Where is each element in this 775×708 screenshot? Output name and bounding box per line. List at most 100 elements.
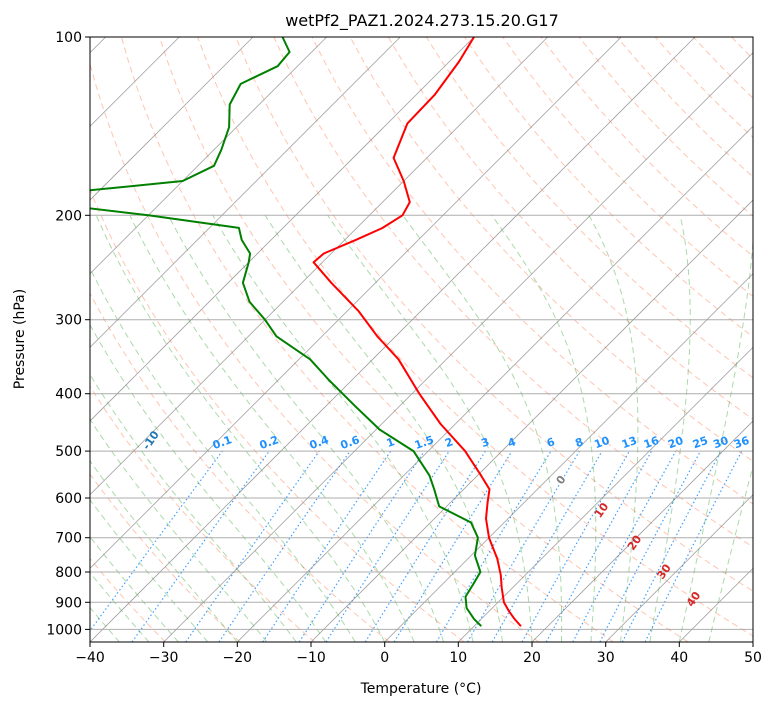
moist-adiabat-line [90,267,356,642]
moist-adiabat-line [588,215,639,642]
dry-adiabat-line [120,37,614,642]
plot-area: -100-90-80-70-60-50-40-30-20-100.10.20.4… [90,37,775,642]
moist-adiabat-line [90,536,179,642]
isotherm-line [237,125,753,642]
moist-adiabat-label: 30 [654,561,674,581]
moist-adiabat-line [90,373,297,642]
mixing-ratio-label: 16 [642,434,661,452]
x-tick-label: 10 [449,650,467,666]
mixing-ratio-label: 36 [732,434,751,452]
dry-adiabat-line [692,37,753,99]
plot-frame [89,36,754,643]
x-tick-label: 40 [670,650,688,666]
dry-adiabat-line [311,37,753,505]
dry-adiabat-line [90,62,540,642]
isotherm-line [90,37,401,348]
isotherm-line [531,420,753,642]
dry-adiabat-line [770,37,775,642]
moist-adiabat-line [212,215,474,642]
moist-adiabat-line [90,498,209,642]
mixing-ratio-label: 0.4 [308,433,331,452]
mixing-ratio-lines [90,450,743,642]
dewpoint-trace [90,37,482,627]
x-axis-ticks: −40 −30 −20 −10 0 10 20 30 40 50 [75,642,762,666]
mixing-ratio-label: 0.1 [211,433,234,452]
isotherm-line [679,567,753,642]
x-tick-label: 0 [380,650,389,666]
y-axis-title: Pressure (hPa) [12,289,28,389]
dry-adiabat-line [273,37,753,548]
isotherm-line [90,37,696,642]
mixing-ratio-label: 30 [711,434,730,452]
mixing-ratio-line [218,450,351,642]
mixing-ratio-label: 20 [666,434,685,452]
mixing-ratio-label: 25 [691,434,710,451]
isotherm-line [90,37,548,496]
mixing-ratio-line [90,450,223,632]
mixing-ratio-line [185,450,320,642]
moist-adiabat-line [167,215,445,642]
dry-adiabat-line [90,292,390,642]
mixing-ratio-line [545,450,653,642]
mixing-ratio-line [644,450,743,642]
dry-adiabats [90,37,775,642]
moist-adiabat-line [90,460,238,642]
moist-adiabat-line [129,215,415,642]
x-tick-label: −30 [149,650,179,666]
y-tick-label: 700 [55,531,82,547]
mixing-ratio-label: 6 [545,435,557,450]
isotherm-line [90,37,622,569]
x-tick-label: 50 [744,650,762,666]
moist-adiabat-line [708,464,753,642]
isotherm-line [163,52,753,642]
isotherm-line [605,494,753,642]
y-axis-ticks: 100 200 300 400 500 600 700 800 900 1000 [46,30,90,638]
moist-adiabat-line [327,215,533,642]
y-tick-label: 500 [55,444,82,460]
mixing-ratio-label: 8 [573,435,585,450]
isotherms [90,37,753,642]
isotherm-line [90,37,475,422]
mixing-ratio-line [325,450,450,642]
y-tick-label: 300 [55,313,82,329]
mixing-ratio-label: 0.2 [258,433,281,452]
chart-title: wetPf2_PAZ1.2024.273.15.20.G17 [285,11,559,31]
dry-adiabat-line [90,473,241,642]
dry-adiabat-line [387,37,753,420]
mixing-ratio-line [262,450,392,642]
isotherm-line [310,199,753,642]
mixing-ratio-line [298,450,425,642]
moist-adiabat-line [90,418,268,642]
y-tick-label: 1000 [46,622,82,638]
moist-adiabat-line [491,215,597,642]
moist-adiabat-line [95,215,386,642]
mixing-ratio-label: 1 [385,435,397,450]
y-tick-label: 900 [55,595,82,611]
mixing-ratio-label: 13 [620,434,639,451]
dry-adiabat-line [159,37,689,642]
y-tick-label: 400 [55,387,82,403]
dry-adiabat-line [654,37,753,139]
mixing-ratio-label: 10 [593,434,612,452]
moist-adiabat-line [90,323,327,642]
dry-adiabat-line [464,37,753,338]
moist-adiabat-label: 20 [625,533,645,553]
dry-adiabat-line [425,37,753,379]
x-tick-label: −40 [75,650,105,666]
x-tick-label: −20 [223,650,253,666]
moist-adiabat-label: 0 [554,473,569,487]
y-tick-label: 800 [55,565,82,581]
x-tick-label: −10 [296,650,326,666]
moist-adiabat-line [678,236,753,642]
line-labels: -100-90-80-70-60-50-40-30-20-100.10.20.4… [140,428,752,609]
mixing-ratio-line [521,450,631,642]
mixing-ratio-label: 2 [443,435,455,450]
dry-adiabat-line [90,188,465,642]
dry-adiabat-label: -10 [140,428,162,452]
moist-adiabats [90,215,753,642]
moist-adiabat-label: 10 [592,500,612,520]
mixing-ratio-label: 4 [506,435,518,450]
mixing-ratio-line [435,450,552,642]
moist-adiabat-line [402,215,563,642]
x-tick-label: 30 [597,650,615,666]
